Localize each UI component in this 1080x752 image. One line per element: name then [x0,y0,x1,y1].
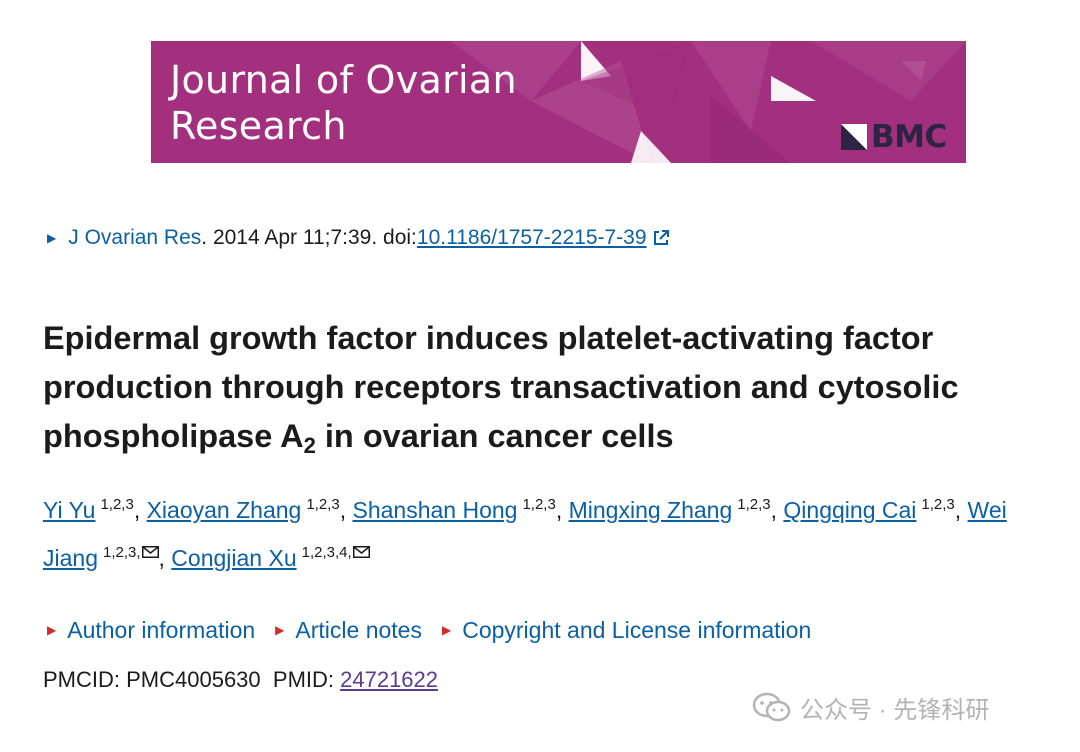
mail-icon[interactable] [352,546,370,558]
author-affiliation: 1,2,3,4, [302,544,370,561]
citation-details: . 2014 Apr 11;7:39. doi: [201,226,417,249]
external-link-icon[interactable] [652,229,670,247]
wechat-icon [752,692,791,721]
expand-arrow-icon[interactable]: ▶ [47,231,57,245]
author-information-toggle[interactable]: ▶ Author information [47,614,255,646]
doi-link[interactable]: 10.1186/1757-2215-7-39 [416,226,647,249]
author-link-qingqing-cai[interactable]: Qingqing Cai [783,497,917,523]
article-notes-toggle[interactable]: ▶ Article notes [275,614,422,646]
author-link-yi-yu[interactable]: Yi Yu [43,497,96,523]
section-label: Article notes [295,617,422,643]
title-line-3: phospholipase A2 in ovarian cancer cells [43,412,1043,461]
author-link-xiaoyan-zhang[interactable]: Xiaoyan Zhang [146,497,302,523]
author-affiliation: 1,2,3 [522,496,556,513]
author-link-congjian-xu[interactable]: Congjian Xu [171,545,297,571]
author-separator: , [770,497,784,523]
title-line-1: Epidermal growth factor induces platelet… [43,320,934,356]
author-separator: , [133,497,147,523]
author-affiliation: 1,2,3 [921,496,955,513]
title-line-3-text: phospholipase A [43,418,304,454]
section-label: Author information [67,617,256,643]
article-title: Epidermal growth factor induces platelet… [43,314,1043,461]
author-affiliation: 1,2,3 [306,496,340,513]
author-separator: , [339,497,353,523]
journal-banner[interactable]: Journal of Ovarian Research BMC [151,41,966,163]
pmid-link[interactable]: 24721622 [340,667,439,692]
section-label: Copyright and License information [462,617,812,643]
bmc-logo-text: BMC [871,119,947,155]
section-toggles: ▶ Author information ▶ Article notes ▶ C… [47,614,831,646]
author-line-1: Yi Yu 1,2,3, Xiaoyan Zhang 1,2,3, Shanshan… [43,486,1053,534]
banner-decoration [451,41,966,163]
pmcid: PMCID: PMC4005630 [43,667,261,692]
pmid-label: PMID: [272,667,341,692]
citation-line: ▶ J Ovarian Res . 2014 Apr 11;7:39. doi:… [47,224,670,252]
article-identifiers: PMCID: PMC4005630 PMID: 24721622 [43,664,438,696]
title-line-2: production through receptors transactiva… [43,369,959,405]
copyright-license-toggle[interactable]: ▶ Copyright and License information [442,614,811,646]
author-link-mingxing-zhang[interactable]: Mingxing Zhang [568,497,733,523]
mail-icon[interactable] [141,546,159,558]
journal-link[interactable]: J Ovarian Res [68,226,202,249]
author-link-wei-jiang-part1[interactable]: Wei [967,497,1007,523]
author-affiliation: 1,2,3 [737,496,771,513]
author-affiliation-text: 1,2,3,4, [301,544,352,561]
watermark-text: 公众号 · 先锋科研 [800,697,990,724]
title-line-3-end: in ovarian cancer cells [315,418,674,454]
author-separator: , [555,497,569,523]
title-subscript: 2 [303,433,316,458]
journal-name: Journal of Ovarian Research [170,58,517,148]
author-separator: , [158,545,172,571]
author-line-2: Jiang 1,2,3,, Congjian Xu 1,2,3,4, [43,534,1053,582]
author-link-wei-jiang-part2[interactable]: Jiang [43,545,98,571]
expand-arrow-icon: ▶ [275,623,285,637]
author-separator: , [954,497,968,523]
bmc-logo: BMC [841,119,947,155]
expand-arrow-icon: ▶ [47,623,57,637]
author-link-shanshan-hong[interactable]: Shanshan Hong [352,497,518,523]
bmc-logo-icon [841,124,867,150]
author-list: Yi Yu 1,2,3, Xiaoyan Zhang 1,2,3, Shanshan… [43,486,1053,582]
watermark: 公众号 · 先锋科研 [752,690,989,725]
author-affiliation: 1,2,3 [100,496,134,513]
author-affiliation: 1,2,3, [103,544,159,561]
author-affiliation-text: 1,2,3, [102,544,141,561]
expand-arrow-icon: ▶ [441,623,452,637]
